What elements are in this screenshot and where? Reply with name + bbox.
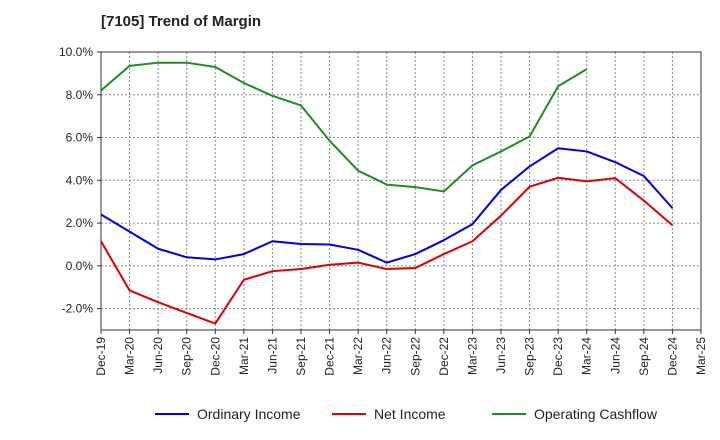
plot-frame <box>100 51 702 331</box>
x-tick-label: Dec-19 <box>94 337 108 376</box>
x-tick-label: Jun-23 <box>494 337 508 374</box>
x-tick-label: Dec-22 <box>437 337 451 376</box>
legend-swatch <box>332 413 366 415</box>
x-tick-label: Mar-23 <box>465 337 479 375</box>
legend-swatch <box>155 413 189 415</box>
x-tick-label: Mar-24 <box>580 337 594 375</box>
x-tick-label: Mar-21 <box>237 337 251 375</box>
x-tick-label: Sep-23 <box>523 337 537 376</box>
x-axis-ticks: Dec-19 Mar-20 Jun-20 Sep-20 Dec-20 Mar-21 Jun-… <box>94 330 708 376</box>
x-tick-label: Mar-22 <box>351 337 365 375</box>
x-tick-label: Dec-20 <box>208 337 222 376</box>
x-tick-label: Dec-21 <box>323 337 337 376</box>
x-tick-label: Jun-24 <box>608 337 622 374</box>
y-tick-label: 4.0% <box>66 173 94 187</box>
x-tick-label: Dec-23 <box>551 337 565 376</box>
x-tick-label: Jun-20 <box>151 337 165 374</box>
legend-item-net-income: Net Income <box>332 402 446 426</box>
legend-label: Net Income <box>374 406 446 422</box>
y-axis-ticks: 10.0% 8.0% 6.0% 4.0% 2.0% 0.0% -2.0% <box>59 45 101 316</box>
y-tick-label: 8.0% <box>66 88 94 102</box>
y-tick-label: 0.0% <box>66 259 94 273</box>
x-tick-label: Jun-21 <box>265 337 279 374</box>
series-layer <box>100 61 674 325</box>
legend-swatch <box>492 413 526 415</box>
legend-item-ordinary-income: Ordinary Income <box>155 402 300 426</box>
legend-item-operating-cashflow: Operating Cashflow <box>492 402 657 426</box>
series-line-operating-cashflow <box>100 61 588 193</box>
x-tick-label: Dec-24 <box>665 337 679 376</box>
grid-layer <box>100 51 702 330</box>
x-tick-label: Sep-22 <box>408 337 422 376</box>
y-tick-label: -2.0% <box>62 302 94 316</box>
legend-label: Ordinary Income <box>197 406 301 422</box>
legend-label: Operating Cashflow <box>534 406 657 422</box>
chart-title: [7105] Trend of Margin <box>101 13 262 30</box>
legend: Ordinary Income Net Income Operating Cashf… <box>0 402 720 426</box>
x-tick-label: Mar-25 <box>694 337 708 375</box>
x-tick-label: Mar-20 <box>123 337 137 375</box>
y-tick-label: 2.0% <box>66 216 94 230</box>
y-tick-label: 10.0% <box>59 45 93 59</box>
series-line-net-income <box>100 176 674 325</box>
x-tick-label: Jun-22 <box>380 337 394 374</box>
series-line-ordinary-income <box>100 147 674 264</box>
x-tick-label: Sep-20 <box>180 337 194 376</box>
x-tick-label: Sep-24 <box>637 337 651 376</box>
x-tick-label: Sep-21 <box>294 337 308 376</box>
y-tick-label: 6.0% <box>66 131 94 145</box>
